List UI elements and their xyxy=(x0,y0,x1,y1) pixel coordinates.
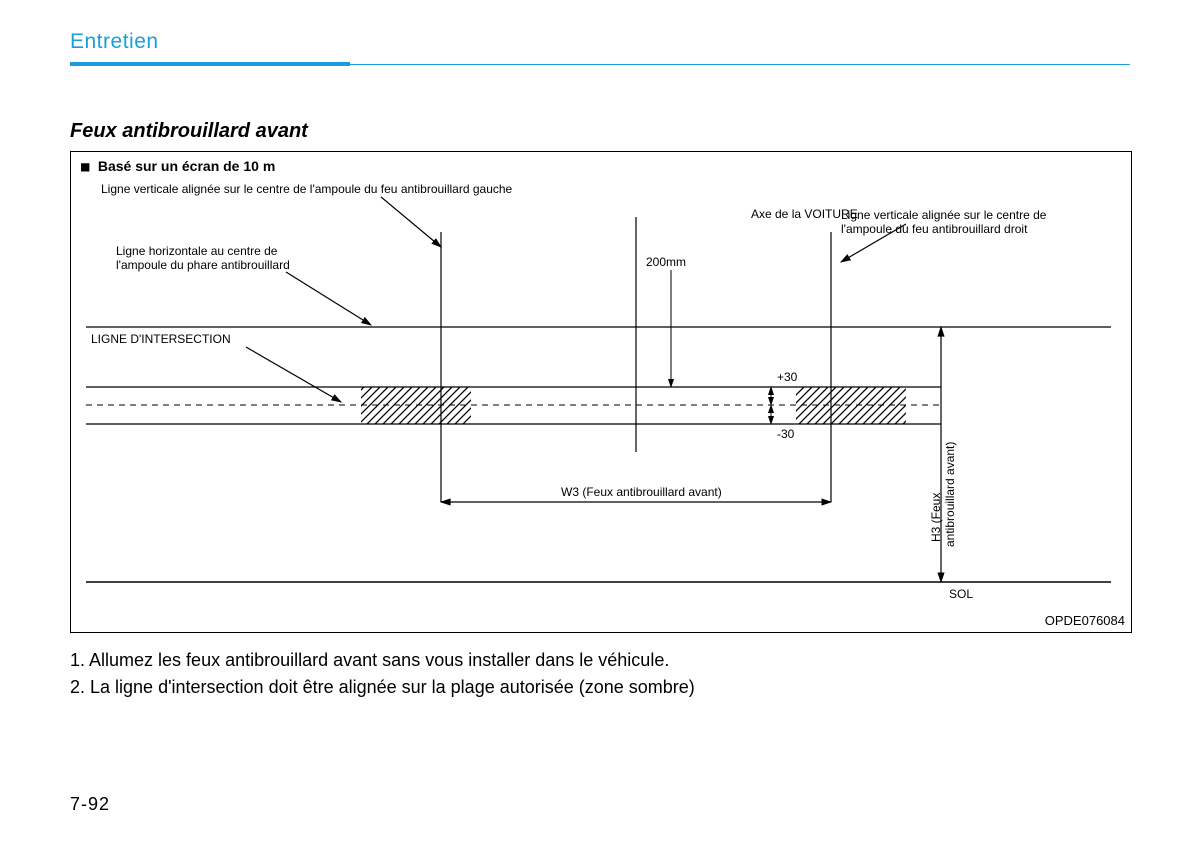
page-number: 7-92 xyxy=(70,794,110,815)
label-minus30: -30 xyxy=(777,427,794,441)
section-title: Feux antibrouillard avant xyxy=(70,120,1130,143)
label-horiz-1: Ligne horizontale au centre de xyxy=(116,244,277,258)
instruction-2: 2. La ligne d'intersection doit être ali… xyxy=(70,674,1130,701)
label-horiz-2: l'ampoule du phare antibrouillard xyxy=(116,258,290,272)
label-right-fog-vertical-1: Ligne verticale alignée sur le centre de xyxy=(841,208,1101,222)
label-h3-1: H3 (Feux xyxy=(929,493,943,542)
instructions: 1. Allumez les feux antibrouillard avant… xyxy=(70,647,1130,701)
label-200mm: 200mm xyxy=(646,255,686,269)
label-right-fog-vertical-2: l'ampoule du feu antibrouillard droit xyxy=(841,222,1101,236)
label-ground: SOL xyxy=(949,587,973,601)
page-header: Entretien xyxy=(70,30,1130,80)
header-title: Entretien xyxy=(70,30,159,53)
header-rule-thick xyxy=(70,62,350,66)
label-left-fog-vertical: Ligne verticale alignée sur le centre de… xyxy=(101,182,701,196)
figure-code: OPDE076084 xyxy=(1045,613,1125,628)
label-h3-2: antibrouillard avant) xyxy=(943,442,957,547)
instruction-1: 1. Allumez les feux antibrouillard avant… xyxy=(70,647,1130,674)
label-w3: W3 (Feux antibrouillard avant) xyxy=(561,485,722,499)
label-plus30: +30 xyxy=(777,370,797,384)
label-intersection: LIGNE D'INTERSECTION xyxy=(91,332,231,346)
diagram-box: ■ Basé sur un écran de 10 m xyxy=(70,151,1132,633)
